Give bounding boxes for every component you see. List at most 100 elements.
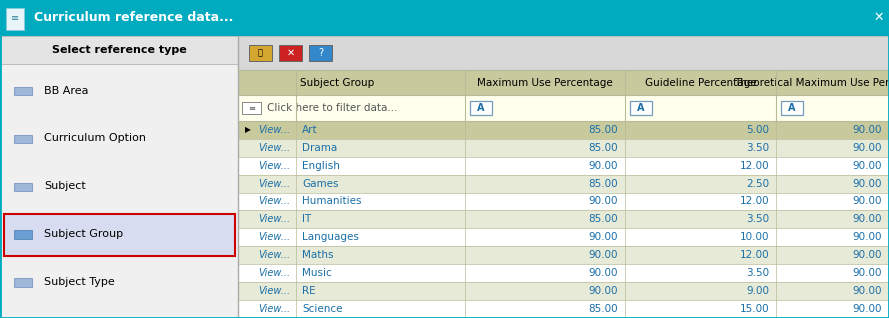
Text: 15.00: 15.00: [740, 304, 769, 314]
Text: RE: RE: [302, 286, 316, 296]
Bar: [279, 45, 302, 61]
Bar: [470, 101, 492, 115]
Bar: [14, 87, 32, 95]
Text: 90.00: 90.00: [589, 250, 618, 260]
Bar: [14, 183, 32, 191]
Text: 85.00: 85.00: [589, 143, 618, 153]
Bar: [0, 36, 238, 64]
Text: View...: View...: [258, 250, 290, 260]
Text: ≡: ≡: [11, 13, 20, 23]
Bar: [781, 101, 803, 115]
Text: 90.00: 90.00: [589, 268, 618, 278]
Text: 90.00: 90.00: [853, 286, 882, 296]
Text: Maximum Use Percentage: Maximum Use Percentage: [477, 78, 613, 88]
Text: English: English: [302, 161, 340, 171]
Text: Maths: Maths: [302, 250, 333, 260]
Text: View...: View...: [258, 143, 290, 153]
Text: View...: View...: [258, 232, 290, 242]
Text: 2.50: 2.50: [746, 179, 769, 189]
Text: Subject Group: Subject Group: [44, 229, 124, 239]
Text: ✕: ✕: [873, 11, 884, 24]
Text: 90.00: 90.00: [853, 161, 882, 171]
Text: Click here to filter data...: Click here to filter data...: [267, 103, 397, 113]
Text: 90.00: 90.00: [853, 304, 882, 314]
Text: 90.00: 90.00: [589, 161, 618, 171]
Text: Games: Games: [302, 179, 339, 189]
Bar: [238, 36, 889, 70]
Text: 3.50: 3.50: [746, 214, 769, 225]
Bar: [238, 300, 889, 318]
Bar: [630, 101, 652, 115]
Text: View...: View...: [258, 286, 290, 296]
Bar: [238, 121, 889, 139]
Text: 90.00: 90.00: [853, 143, 882, 153]
Bar: [6, 8, 24, 30]
Text: 3.50: 3.50: [746, 143, 769, 153]
Text: 5.00: 5.00: [746, 125, 769, 135]
Text: 90.00: 90.00: [853, 268, 882, 278]
Text: 85.00: 85.00: [589, 304, 618, 314]
Text: A: A: [637, 103, 645, 113]
Text: Curriculum Option: Curriculum Option: [44, 134, 147, 143]
Bar: [249, 45, 272, 61]
Text: 90.00: 90.00: [589, 232, 618, 242]
Bar: [0, 0, 889, 36]
Text: Subject Type: Subject Type: [44, 277, 116, 287]
Text: View...: View...: [258, 304, 290, 314]
Text: 12.00: 12.00: [740, 161, 769, 171]
Text: Curriculum reference data...: Curriculum reference data...: [34, 11, 233, 24]
Text: ✕: ✕: [286, 48, 295, 58]
Bar: [242, 102, 261, 114]
Text: Subject Group: Subject Group: [300, 78, 375, 88]
Bar: [238, 211, 889, 228]
Text: Guideline Percentage: Guideline Percentage: [645, 78, 757, 88]
Bar: [14, 278, 32, 287]
Bar: [309, 45, 332, 61]
Bar: [238, 70, 889, 95]
Text: BB Area: BB Area: [44, 86, 89, 96]
Text: View...: View...: [258, 214, 290, 225]
Text: Music: Music: [302, 268, 332, 278]
Text: 9.00: 9.00: [746, 286, 769, 296]
Bar: [238, 228, 889, 246]
Text: ≡: ≡: [248, 104, 255, 113]
Text: 90.00: 90.00: [853, 197, 882, 206]
Bar: [238, 157, 889, 175]
Text: 90.00: 90.00: [853, 125, 882, 135]
Text: Humanities: Humanities: [302, 197, 362, 206]
Text: 90.00: 90.00: [589, 286, 618, 296]
Bar: [14, 135, 32, 143]
Bar: [238, 246, 889, 264]
Text: View...: View...: [258, 268, 290, 278]
Bar: [238, 139, 889, 157]
Text: 90.00: 90.00: [853, 250, 882, 260]
Text: 90.00: 90.00: [589, 197, 618, 206]
Bar: [4, 214, 235, 256]
Bar: [14, 231, 32, 239]
Text: Subject: Subject: [44, 181, 86, 191]
Text: 10.00: 10.00: [740, 232, 769, 242]
Text: 12.00: 12.00: [740, 197, 769, 206]
Text: A: A: [789, 103, 796, 113]
Text: 85.00: 85.00: [589, 125, 618, 135]
Text: View...: View...: [258, 179, 290, 189]
Text: 85.00: 85.00: [589, 179, 618, 189]
Text: Art: Art: [302, 125, 318, 135]
Text: ?: ?: [318, 48, 324, 58]
Text: 90.00: 90.00: [853, 232, 882, 242]
Text: 3.50: 3.50: [746, 268, 769, 278]
Bar: [238, 175, 889, 192]
Text: ▶: ▶: [245, 125, 252, 134]
Text: View...: View...: [258, 197, 290, 206]
Text: Theoretical Maximum Use Percentage: Theoretical Maximum Use Percentage: [733, 78, 889, 88]
Text: View...: View...: [258, 125, 290, 135]
Text: IT: IT: [302, 214, 311, 225]
Bar: [238, 282, 889, 300]
Text: 90.00: 90.00: [853, 214, 882, 225]
Text: View...: View...: [258, 161, 290, 171]
Text: A: A: [477, 103, 485, 113]
Bar: [238, 95, 889, 121]
Bar: [238, 264, 889, 282]
Bar: [0, 36, 238, 318]
Text: 85.00: 85.00: [589, 214, 618, 225]
